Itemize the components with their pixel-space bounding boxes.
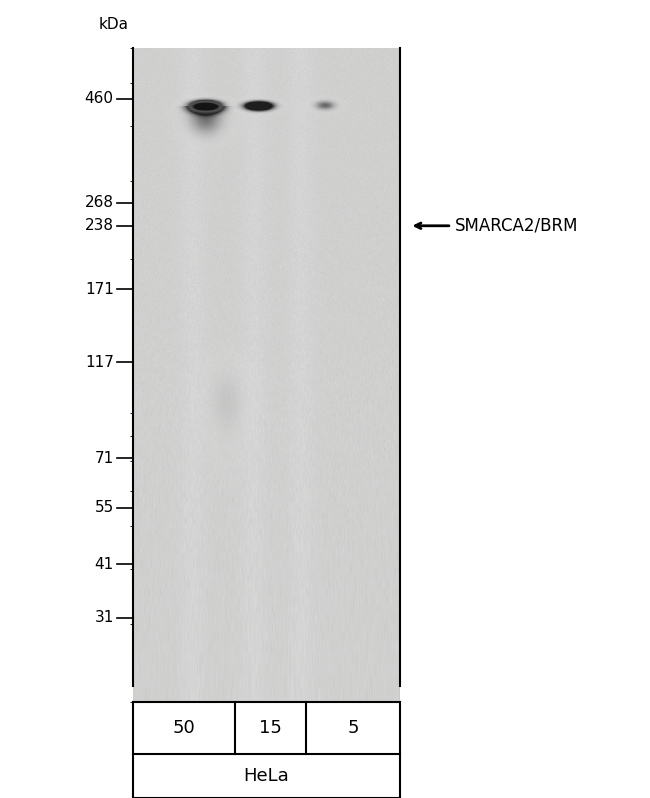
Text: 171: 171 — [85, 282, 114, 297]
Text: 41: 41 — [94, 557, 114, 571]
Text: 238: 238 — [84, 219, 114, 233]
Text: 31: 31 — [94, 610, 114, 626]
Text: HeLa: HeLa — [244, 767, 289, 785]
Text: 268: 268 — [84, 196, 114, 211]
Text: 117: 117 — [85, 355, 114, 370]
Text: kDa: kDa — [99, 17, 129, 32]
Text: 460: 460 — [84, 92, 114, 106]
Text: 15: 15 — [259, 719, 282, 737]
Text: SMARCA2/BRM: SMARCA2/BRM — [455, 217, 578, 235]
Text: 71: 71 — [94, 451, 114, 466]
Text: 55: 55 — [94, 500, 114, 516]
Text: 5: 5 — [347, 719, 359, 737]
Text: 50: 50 — [172, 719, 195, 737]
